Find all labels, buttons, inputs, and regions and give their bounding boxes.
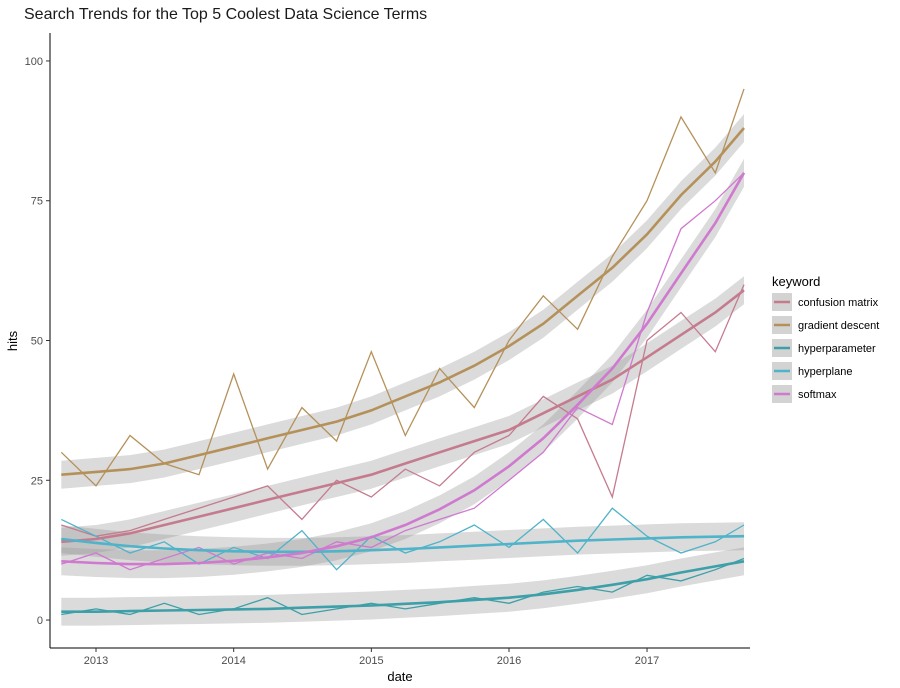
y-tick-label: 100 — [25, 56, 43, 68]
y-axis-ticks: 0 25 50 75 100 — [25, 56, 50, 627]
hyperparameter-legend-label: hyperparameter — [798, 343, 876, 355]
gradient-descent-trend-line — [61, 127, 745, 476]
confidence-bands — [61, 114, 745, 626]
x-tick-label: 2013 — [84, 655, 108, 667]
y-tick-label: 75 — [31, 196, 43, 208]
legend: keyword confusion matrix gradient descent… — [772, 274, 879, 403]
x-axis-title: date — [387, 669, 412, 684]
legend-title: keyword — [772, 274, 820, 289]
gradient-descent-confidence-band — [61, 114, 745, 489]
hyperplane-trend-line — [61, 534, 745, 554]
softmax-series-line — [61, 172, 745, 571]
gradient-descent-legend-label: gradient descent — [798, 320, 879, 332]
gradient-descent-series-line — [60, 88, 745, 487]
chart-title: Search Trends for the Top 5 Coolest Data… — [24, 6, 428, 23]
confusion-matrix-confidence-band — [61, 276, 745, 556]
hyperparameter-confidence-band — [61, 547, 745, 626]
confusion-matrix-trend-line — [61, 289, 745, 544]
hyperparameter-trend-line — [61, 560, 745, 614]
x-axis-ticks: 2013 2014 2015 2016 2017 — [84, 648, 659, 667]
y-axis-title: hits — [5, 330, 20, 351]
x-tick-label: 2014 — [221, 655, 245, 667]
x-tick-label: 2016 — [497, 655, 521, 667]
x-tick-label: 2017 — [635, 655, 659, 667]
y-tick-label: 0 — [37, 615, 43, 627]
trend-lines — [61, 127, 746, 614]
y-tick-label: 50 — [31, 336, 43, 348]
confusion-matrix-series-line — [61, 284, 745, 537]
softmax-trend-line — [61, 172, 746, 566]
y-tick-label: 25 — [31, 475, 43, 487]
hyperplane-confidence-band — [61, 522, 745, 566]
hyperplane-legend-label: hyperplane — [798, 366, 852, 378]
x-tick-label: 2015 — [359, 655, 383, 667]
confusion-matrix-legend-label: confusion matrix — [798, 297, 879, 309]
softmax-legend-label: softmax — [798, 389, 837, 401]
softmax-confidence-band — [61, 158, 745, 579]
